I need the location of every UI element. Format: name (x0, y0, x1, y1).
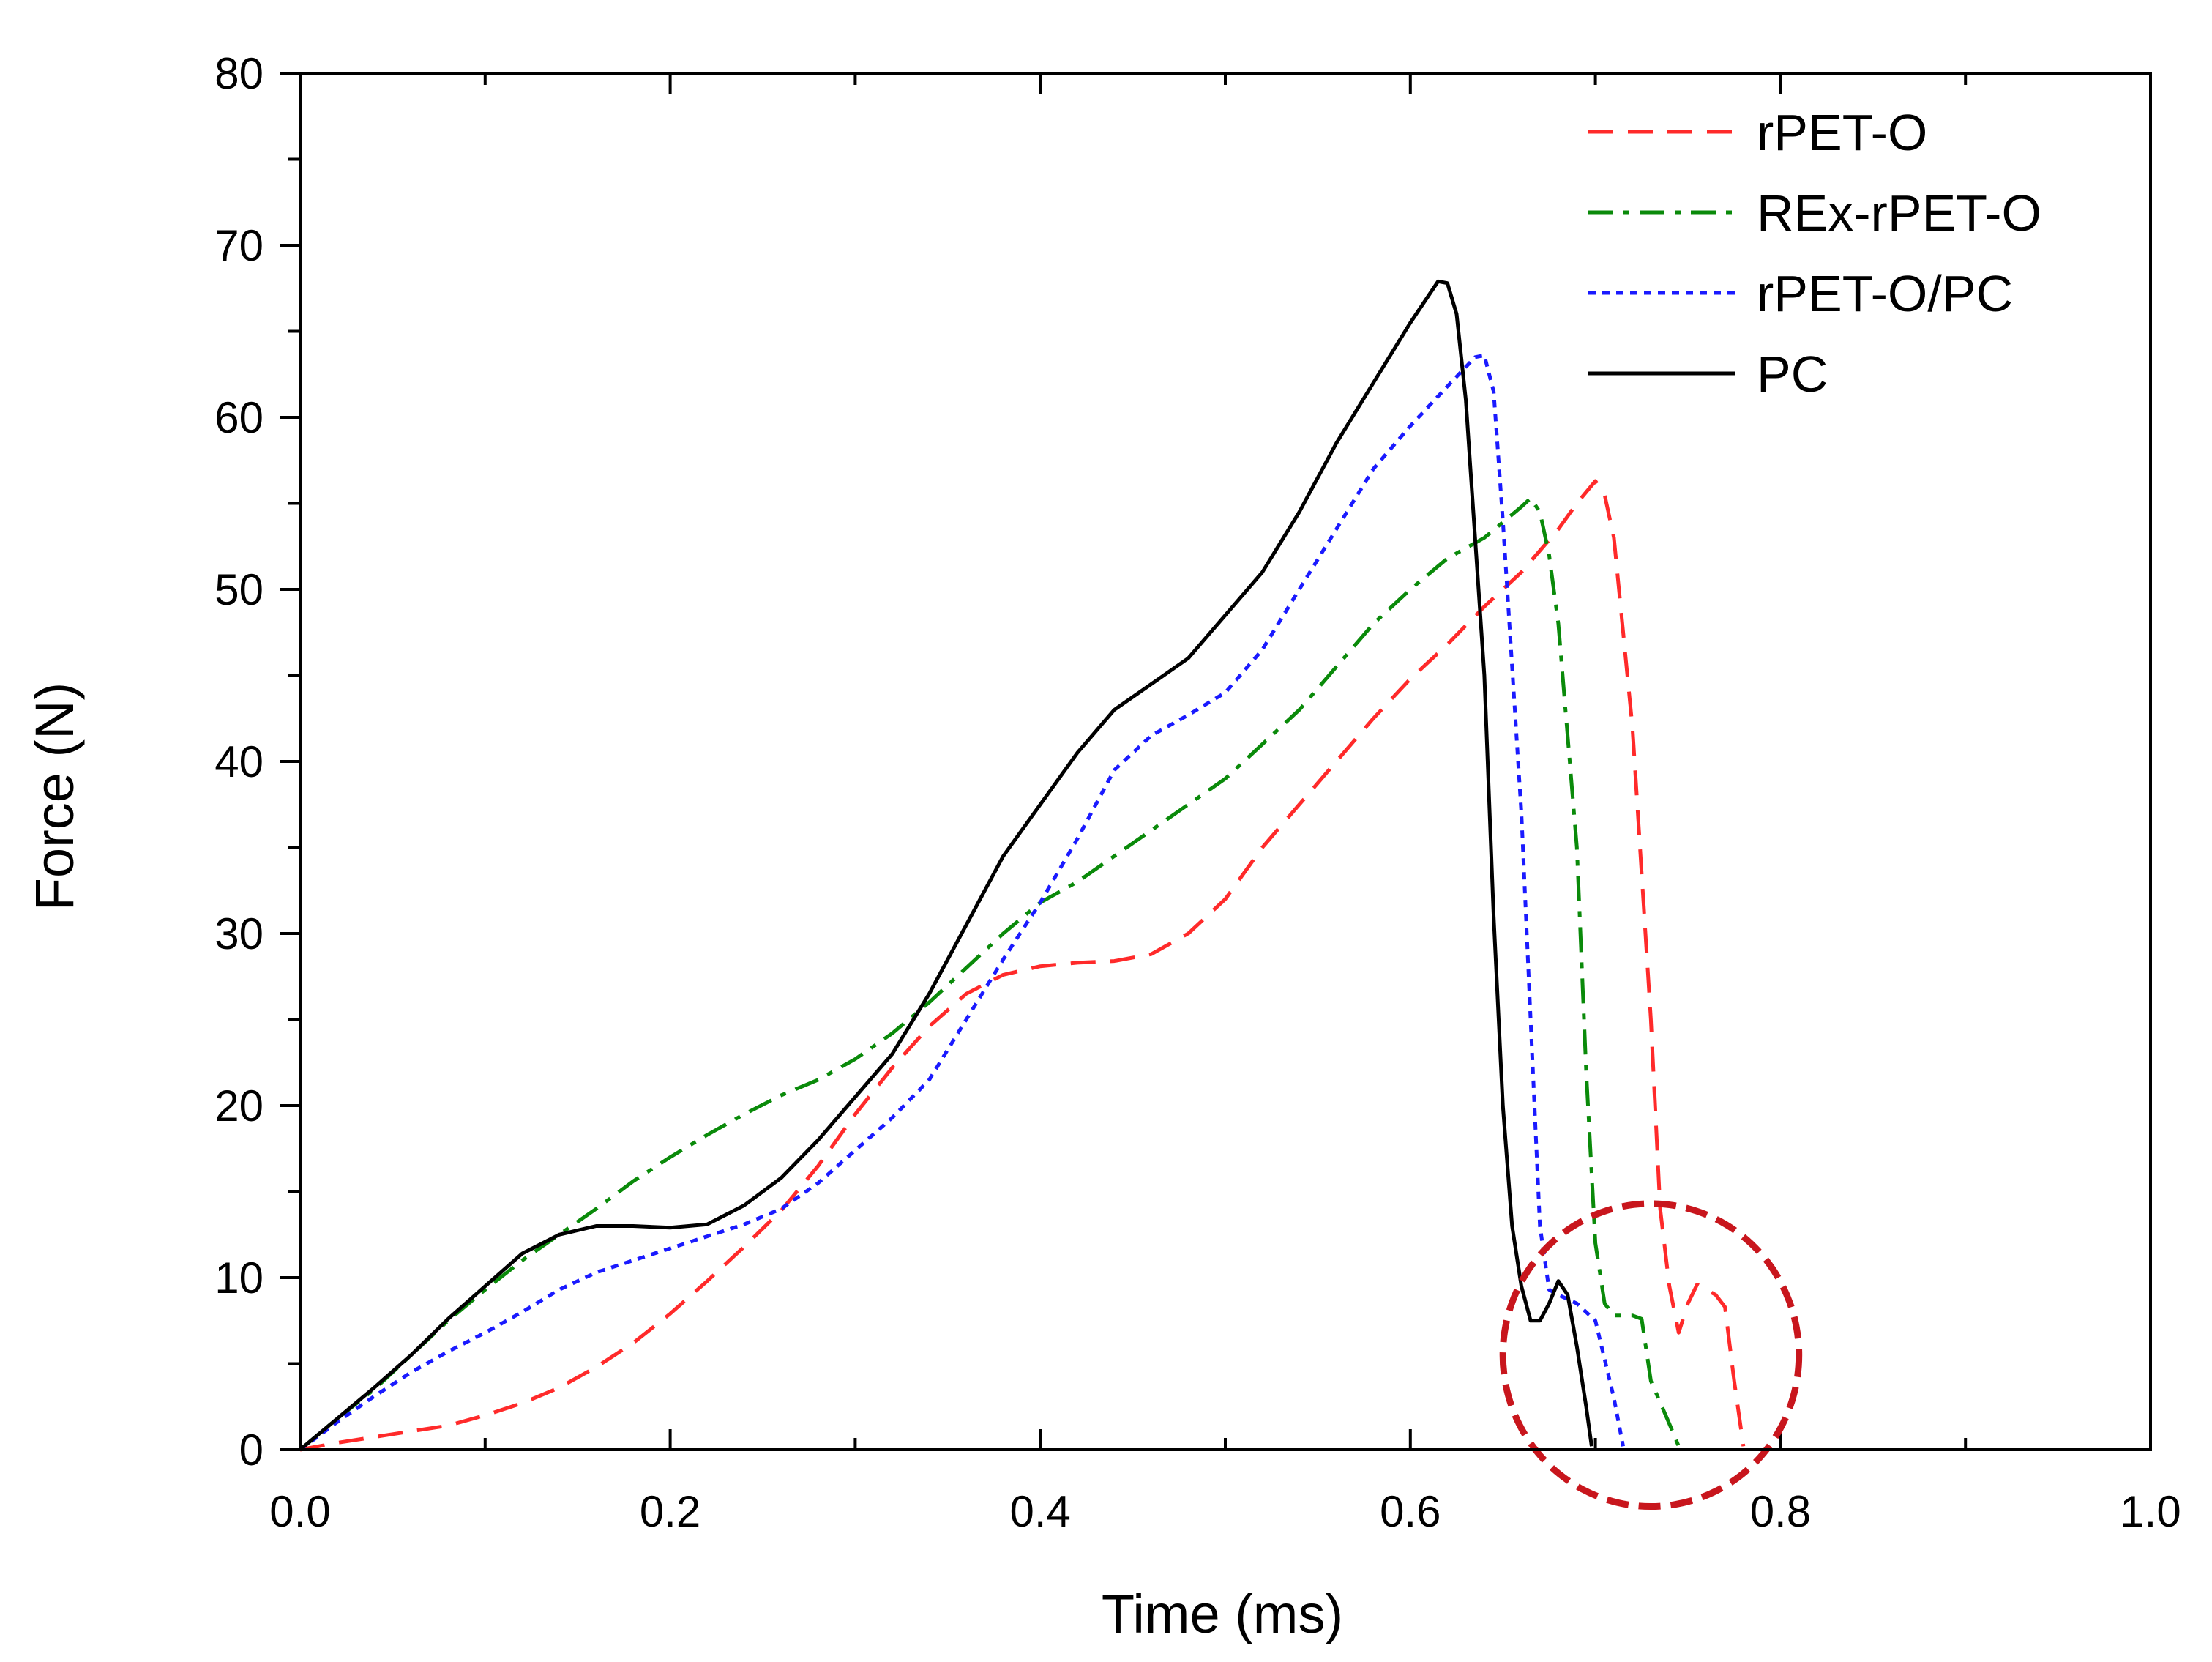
legend-label: rPET-O/PC (1757, 265, 2013, 322)
highlight-circle (1499, 1200, 1803, 1510)
series-line-rex-rpet-o (299, 496, 1681, 1451)
x-tick-label: 0.6 (1380, 1487, 1441, 1536)
series-line-rpet-o (299, 479, 1746, 1452)
x-tick-label: 0.2 (640, 1487, 700, 1536)
y-axis-title: Force (N) (24, 682, 85, 911)
y-tick-label: 0 (239, 1426, 264, 1475)
x-tick-label: 0.0 (269, 1487, 330, 1536)
legend-label: rPET-O (1757, 104, 1927, 161)
annotation-layer (1499, 1200, 1803, 1510)
x-tick-label: 0.4 (1009, 1487, 1070, 1536)
ticks-layer (280, 72, 2152, 1451)
y-tick-label: 30 (214, 909, 264, 958)
y-tick-label: 80 (214, 49, 264, 98)
y-tick-label: 50 (214, 565, 264, 614)
series-line-rpet-o-pc (299, 353, 1625, 1452)
y-tick-label: 70 (214, 221, 264, 270)
legend: rPET-O REx-rPET-O rPET-O/PC PC (1588, 104, 2041, 403)
y-tick-label: 10 (214, 1253, 264, 1303)
x-axis-title: Time (ms) (1102, 1584, 1343, 1644)
series-layer (299, 279, 1746, 1452)
series-line-pc (299, 279, 1593, 1451)
plot-frame (299, 72, 2152, 1451)
y-tick-label: 20 (214, 1081, 264, 1130)
legend-label: REx-rPET-O (1757, 185, 2041, 242)
y-tick-labels: 0 10 20 30 40 50 60 70 80 (214, 49, 264, 1475)
x-tick-label: 1.0 (2120, 1487, 2181, 1536)
y-tick-label: 40 (214, 737, 264, 786)
y-tick-label: 60 (214, 393, 264, 442)
x-tick-labels: 0.0 0.2 0.4 0.6 0.8 1.0 (269, 1487, 2181, 1536)
legend-label: PC (1757, 346, 1828, 403)
x-tick-label: 0.8 (1750, 1487, 1811, 1536)
